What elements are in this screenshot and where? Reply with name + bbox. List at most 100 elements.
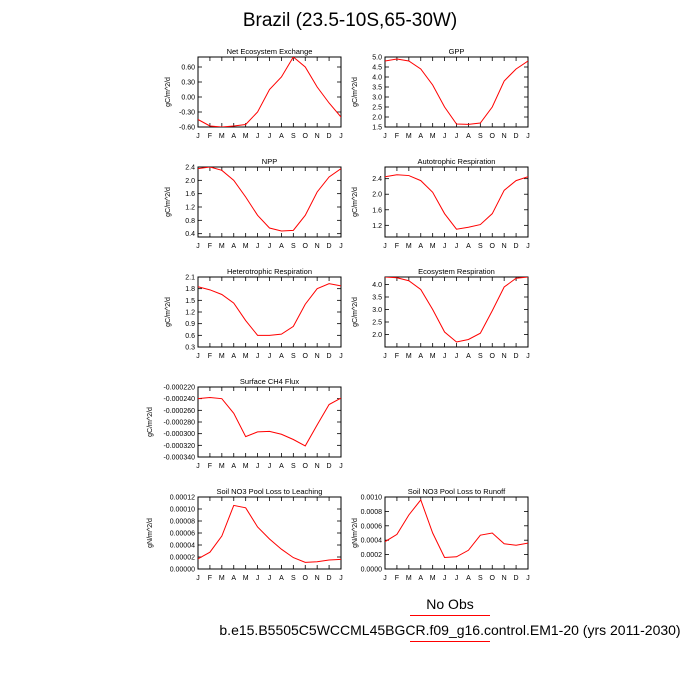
- y-tick-label: -0.000300: [163, 431, 195, 438]
- x-tick-label: N: [315, 575, 320, 582]
- y-tick-label: 3.5: [372, 295, 382, 302]
- x-tick-label: O: [303, 243, 309, 250]
- y-tick-label: 0.30: [181, 80, 195, 87]
- x-tick-label: J: [455, 243, 459, 250]
- series-line: [198, 283, 341, 336]
- x-tick-label: A: [231, 133, 236, 140]
- x-tick-label: S: [291, 575, 296, 582]
- y-tick-label: 0.00002: [170, 555, 195, 562]
- y-tick-label: 0.4: [185, 231, 195, 238]
- y-axis-label: gN/m^2/d: [352, 518, 359, 548]
- y-tick-label: 3.0: [372, 95, 382, 102]
- panel-title: Surface CH4 Flux: [240, 377, 299, 386]
- x-tick-label: M: [406, 353, 412, 360]
- y-tick-label: 1.2: [185, 205, 195, 212]
- x-tick-label: A: [418, 353, 423, 360]
- x-tick-label: M: [430, 243, 436, 250]
- x-tick-label: A: [418, 133, 423, 140]
- x-tick-label: J: [268, 133, 272, 140]
- x-tick-label: J: [383, 353, 387, 360]
- x-tick-label: J: [196, 243, 200, 250]
- y-tick-label: 2.4: [185, 165, 195, 172]
- x-tick-label: M: [430, 353, 436, 360]
- y-axis-label: gC/m^2/d: [352, 187, 359, 217]
- x-tick-label: M: [243, 133, 249, 140]
- y-tick-label: 1.8: [185, 286, 195, 293]
- panel-frame: [197, 166, 342, 238]
- series-line: [385, 277, 528, 343]
- x-tick-label: J: [196, 133, 200, 140]
- x-tick-label: M: [243, 243, 249, 250]
- x-tick-label: F: [208, 575, 212, 582]
- x-tick-label: J: [383, 243, 387, 250]
- y-tick-label: -0.000260: [163, 408, 195, 415]
- y-tick-label: 0.00010: [170, 507, 195, 514]
- y-tick-label: 1.5: [372, 125, 382, 132]
- x-tick-label: M: [219, 353, 225, 360]
- x-tick-label: N: [502, 575, 507, 582]
- panel-frame: [197, 496, 342, 570]
- panel-4: Heterotrophic Respiration gC/m^2/d 0.3 0.6 0…: [165, 267, 343, 360]
- x-tick-label: J: [256, 575, 260, 582]
- x-tick-label: O: [303, 133, 309, 140]
- x-tick-label: S: [291, 243, 296, 250]
- x-tick-label: M: [430, 575, 436, 582]
- x-tick-label: J: [383, 575, 387, 582]
- series-line: [198, 396, 341, 447]
- x-tick-label: A: [418, 575, 423, 582]
- x-tick-label: J: [339, 133, 343, 140]
- x-tick-label: J: [268, 353, 272, 360]
- x-tick-label: J: [268, 575, 272, 582]
- y-tick-label: 2.4: [372, 176, 382, 183]
- x-tick-label: A: [279, 243, 284, 250]
- x-tick-label: F: [208, 463, 212, 470]
- panel-title: Autotrophic Respiration: [418, 157, 496, 166]
- x-tick-label: J: [443, 243, 447, 250]
- x-tick-label: D: [327, 463, 332, 470]
- y-tick-label: 2.0: [372, 332, 382, 339]
- x-tick-label: N: [315, 463, 320, 470]
- x-tick-label: N: [315, 243, 320, 250]
- panel-frame: [384, 276, 529, 348]
- x-tick-label: N: [502, 133, 507, 140]
- y-tick-label: 0.8: [185, 218, 195, 225]
- x-tick-label: N: [315, 133, 320, 140]
- y-tick-label: 0.00008: [170, 519, 195, 526]
- y-tick-label: 1.6: [185, 191, 195, 198]
- x-tick-label: D: [327, 353, 332, 360]
- y-tick-label: 2.5: [372, 105, 382, 112]
- y-tick-label: 0.3: [185, 345, 195, 352]
- x-tick-label: M: [406, 243, 412, 250]
- legend-obs-line: [410, 615, 490, 616]
- panel-frame: [384, 496, 529, 570]
- y-tick-label: -0.000280: [163, 420, 195, 427]
- x-tick-label: S: [478, 133, 483, 140]
- x-tick-label: J: [268, 463, 272, 470]
- legend-model-line: [410, 641, 490, 642]
- y-tick-label: 1.5: [185, 298, 195, 305]
- x-tick-label: O: [490, 133, 496, 140]
- x-tick-label: A: [466, 353, 471, 360]
- x-tick-label: M: [243, 353, 249, 360]
- x-tick-label: A: [279, 353, 284, 360]
- x-tick-label: A: [231, 463, 236, 470]
- panel-title: NPP: [262, 157, 277, 166]
- x-tick-label: A: [279, 575, 284, 582]
- x-tick-label: N: [502, 353, 507, 360]
- y-tick-label: -0.000320: [163, 443, 195, 450]
- y-tick-label: 4.0: [372, 75, 382, 82]
- y-tick-label: 0.60: [181, 65, 195, 72]
- y-tick-label: 3.5: [372, 85, 382, 92]
- y-tick-label: 3.0: [372, 307, 382, 314]
- x-tick-label: J: [526, 133, 530, 140]
- x-tick-label: J: [455, 353, 459, 360]
- y-tick-label: 0.0004: [361, 538, 383, 545]
- y-tick-label: 0.0006: [361, 523, 383, 530]
- x-tick-label: A: [231, 243, 236, 250]
- x-tick-label: J: [339, 575, 343, 582]
- y-tick-label: -0.000340: [163, 455, 195, 462]
- y-tick-label: 2.0: [372, 115, 382, 122]
- series-line: [198, 57, 341, 127]
- x-tick-label: F: [208, 243, 212, 250]
